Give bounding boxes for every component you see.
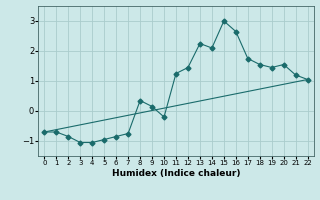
X-axis label: Humidex (Indice chaleur): Humidex (Indice chaleur) [112,169,240,178]
